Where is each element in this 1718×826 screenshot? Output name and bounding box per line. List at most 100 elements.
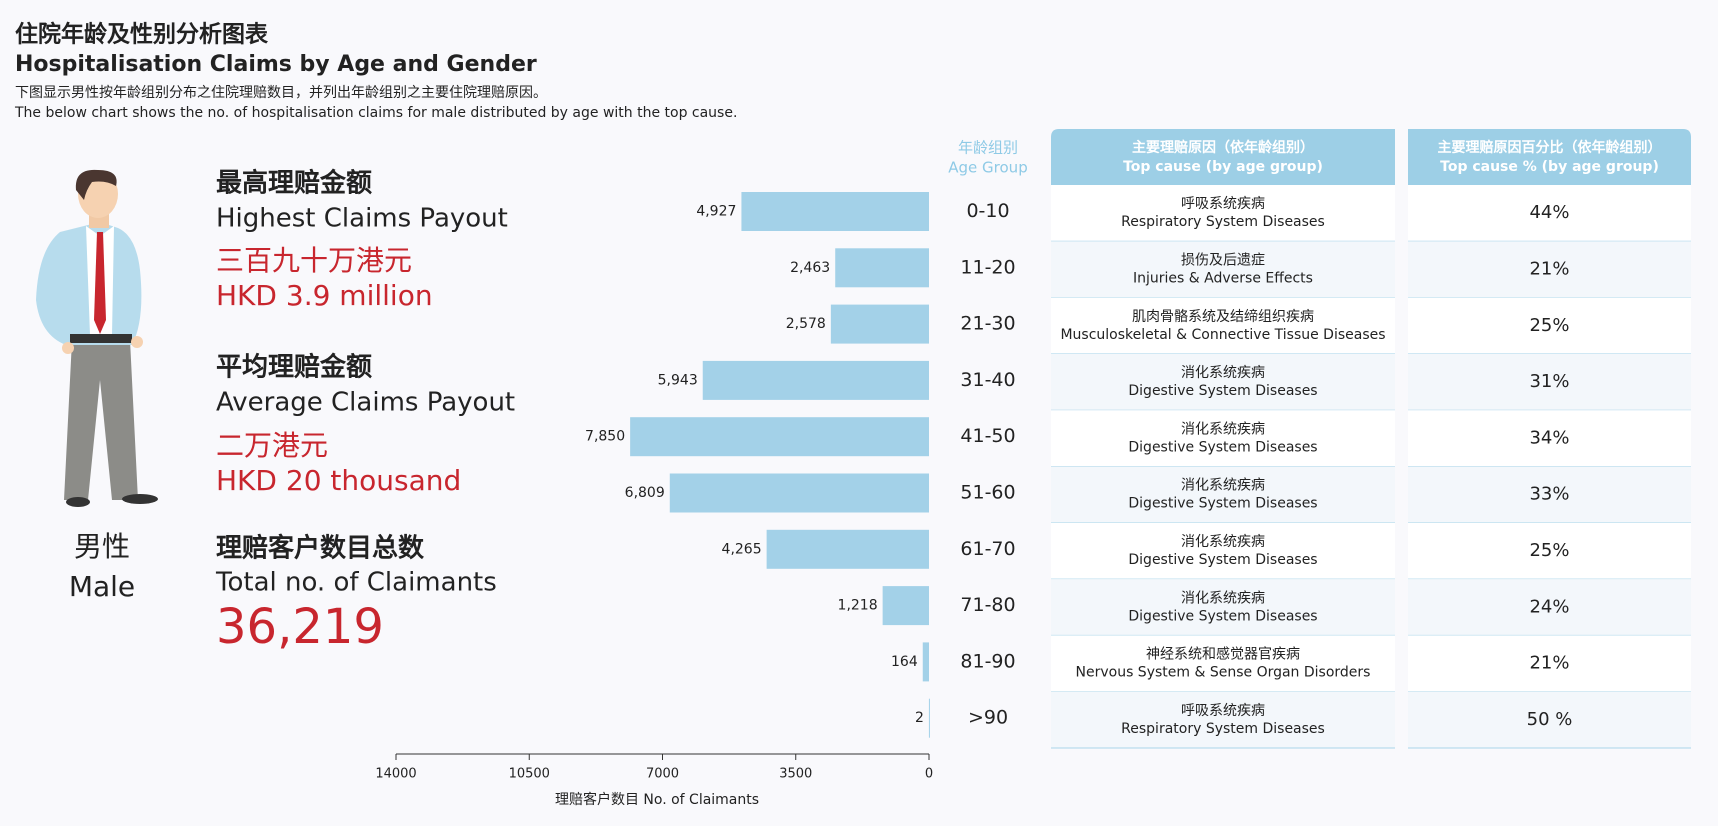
table-cell-bg <box>1051 297 1395 354</box>
value-label: 1,218 <box>838 598 878 614</box>
value-label: 5,943 <box>658 372 698 388</box>
category-label: 11-20 <box>960 256 1015 278</box>
table-cell-bg <box>1408 579 1691 636</box>
value-label: 2,463 <box>790 260 830 276</box>
table-cell-bg <box>1051 635 1395 692</box>
category-label: 51-60 <box>960 482 1015 504</box>
bar <box>766 529 929 569</box>
title-zh: 住院年龄及性别分析图表 <box>15 21 269 48</box>
cause-percent: 50 % <box>1527 709 1573 730</box>
bar <box>630 417 929 457</box>
value-label: 4,265 <box>722 541 762 557</box>
category-label: 41-50 <box>960 425 1015 447</box>
table-header-zh: 主要理赔原因百分比（依年龄组别） <box>1438 139 1662 156</box>
bar <box>928 698 930 738</box>
cause-zh: 呼吸系统疾病 <box>1181 196 1265 212</box>
summary-label-en: Total no. of Claimants <box>215 568 497 598</box>
cause-percent: 21% <box>1529 258 1569 279</box>
category-label: 71-80 <box>960 594 1015 616</box>
cause-en: Respiratory System Diseases <box>1121 214 1325 230</box>
person-illustration <box>36 169 158 507</box>
summary-value-zh: 三百九十万港元 <box>216 244 412 277</box>
summary-label-zh: 平均理赔金额 <box>216 352 372 383</box>
summary-label-en: Average Claims Payout <box>216 388 515 418</box>
category-label: >90 <box>968 707 1008 729</box>
table-header-en: Top cause (by age group) <box>1123 159 1323 175</box>
value-label: 6,809 <box>625 485 665 501</box>
subtitle-zh: 下图显示男性按年龄组别分布之住院理赔数目，并列出年龄组别之主要住院理赔原因。 <box>15 85 547 101</box>
category-label: 0-10 <box>966 200 1009 222</box>
summary-label-en: Highest Claims Payout <box>216 204 508 234</box>
bar <box>835 248 929 288</box>
cause-percent: 44% <box>1529 202 1569 223</box>
cause-zh: 消化系统疾病 <box>1181 478 1265 494</box>
cause-percent: 33% <box>1529 484 1569 505</box>
table-cell-bg <box>1051 241 1395 298</box>
cause-en: Musculoskeletal & Connective Tissue Dise… <box>1060 327 1385 343</box>
bar <box>882 586 929 626</box>
table-cell-bg <box>1408 297 1691 354</box>
table-cell-bg <box>1408 522 1691 580</box>
x-tick-label: 10500 <box>509 767 550 782</box>
cause-percent: 25% <box>1529 315 1569 336</box>
table-header-bg <box>1051 129 1395 185</box>
value-label: 164 <box>891 654 918 670</box>
table-cell-bg <box>1051 466 1395 523</box>
summary-value: 36,219 <box>216 599 384 655</box>
subtitle-en: The below chart shows the no. of hospita… <box>14 105 737 121</box>
x-tick-label: 14000 <box>375 767 416 782</box>
gender-en: Male <box>69 570 135 603</box>
value-label: 2,578 <box>786 316 826 332</box>
table-cell-bg <box>1408 185 1691 242</box>
summary-label-zh: 理赔客户数目总数 <box>216 533 425 564</box>
cause-en: Digestive System Diseases <box>1128 608 1317 624</box>
category-label: 61-70 <box>960 538 1015 560</box>
gender-zh: 男性 <box>74 530 130 563</box>
x-tick-label: 7000 <box>646 767 679 782</box>
bar <box>922 642 929 682</box>
cause-percent: 31% <box>1529 371 1569 392</box>
summary-value-en: HKD 20 thousand <box>216 464 461 497</box>
bar <box>830 304 929 344</box>
x-axis-label: 理赔客户数目 No. of Claimants <box>555 791 759 808</box>
table-cell-bg <box>1408 241 1691 298</box>
cause-zh: 神经系统和感觉器官疾病 <box>1146 646 1300 663</box>
cause-en: Digestive System Diseases <box>1128 552 1317 568</box>
cause-percent: 21% <box>1529 653 1569 674</box>
cause-en: Digestive System Diseases <box>1128 496 1317 512</box>
table-cell-bg <box>1408 353 1691 411</box>
table-cell-bg <box>1408 635 1691 692</box>
cause-en: Digestive System Diseases <box>1128 439 1317 455</box>
table-cell-bg <box>1051 522 1395 580</box>
cause-en: Injuries & Adverse Effects <box>1133 270 1313 286</box>
table-cell-bg <box>1051 410 1395 467</box>
summary-label-zh: 最高理赔金额 <box>216 168 372 199</box>
category-label: 21-30 <box>960 313 1015 335</box>
category-header-zh: 年龄组别 <box>958 139 1018 157</box>
value-label: 2 <box>915 710 924 726</box>
value-label: 7,850 <box>585 429 625 445</box>
table-cell-bg <box>1051 353 1395 411</box>
cause-en: Respiratory System Diseases <box>1121 721 1325 737</box>
cause-zh: 损伤及后遗症 <box>1181 252 1265 268</box>
bar <box>741 192 929 231</box>
title-en: Hospitalisation Claims by Age and Gender <box>15 52 537 77</box>
cause-en: Digestive System Diseases <box>1128 383 1317 399</box>
bar <box>669 473 929 513</box>
summary-value-zh: 二万港元 <box>216 429 328 462</box>
table-cell-bg <box>1051 185 1395 242</box>
cause-zh: 肌肉骨骼系统及结缔组织疾病 <box>1132 308 1314 325</box>
table-cell-bg <box>1051 579 1395 636</box>
table-header-en: Top cause % (by age group) <box>1440 159 1659 175</box>
cause-percent: 24% <box>1529 596 1569 617</box>
table-header-zh: 主要理赔原因（依年龄组别） <box>1132 139 1314 156</box>
cause-en: Nervous System & Sense Organ Disorders <box>1076 665 1371 681</box>
table-cell-bg <box>1408 691 1691 748</box>
category-label: 31-40 <box>960 369 1015 391</box>
x-tick-label: 3500 <box>779 767 812 782</box>
cause-percent: 25% <box>1529 540 1569 561</box>
x-tick-label: 0 <box>925 767 933 782</box>
table-header-bg <box>1408 129 1691 185</box>
